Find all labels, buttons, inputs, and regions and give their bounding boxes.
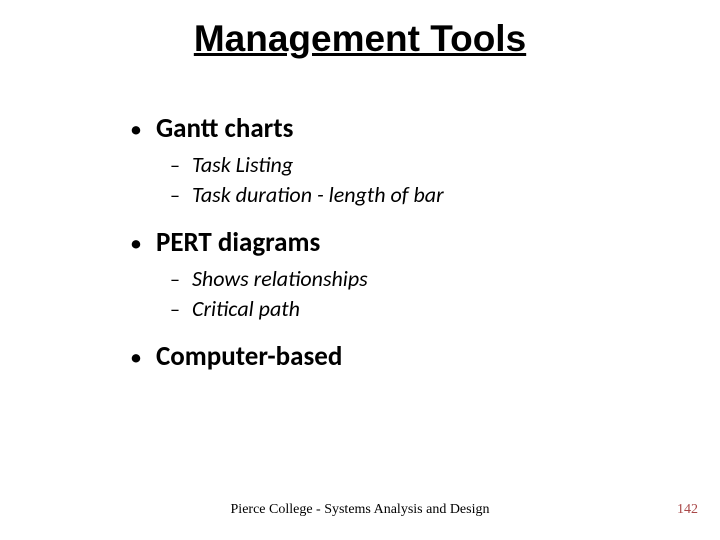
slide-title: Management Tools: [0, 18, 720, 60]
bullet-marker-icon: •: [130, 346, 142, 370]
bullet-label: Computer-based: [156, 340, 342, 373]
sub-bullet-label: Task Listing: [192, 151, 293, 178]
bullet-item: • Gantt charts: [130, 112, 660, 145]
slide-content: • Gantt charts – Task Listing – Task dur…: [0, 112, 720, 373]
sub-bullet-label: Shows relationships: [192, 265, 368, 292]
sub-bullet-label: Critical path: [192, 295, 300, 322]
page-number: 142: [677, 502, 698, 518]
sub-bullet-item: – Task duration - length of bar: [170, 181, 660, 208]
bullet-marker-icon: •: [130, 232, 142, 256]
slide-footer: Pierce College - Systems Analysis and De…: [0, 502, 720, 518]
sub-list: – Shows relationships – Critical path: [130, 265, 660, 322]
dash-marker-icon: –: [170, 270, 180, 290]
sub-bullet-item: – Critical path: [170, 295, 660, 322]
bullet-label: PERT diagrams: [156, 226, 320, 259]
sub-bullet-item: – Shows relationships: [170, 265, 660, 292]
slide-container: Management Tools • Gantt charts – Task L…: [0, 0, 720, 540]
bullet-item: • Computer-based: [130, 340, 660, 373]
bullet-item: • PERT diagrams: [130, 226, 660, 259]
sub-bullet-label: Task duration - length of bar: [192, 181, 444, 208]
bullet-label: Gantt charts: [156, 112, 293, 145]
sub-list: – Task Listing – Task duration - length …: [130, 151, 660, 208]
sub-bullet-item: – Task Listing: [170, 151, 660, 178]
dash-marker-icon: –: [170, 186, 180, 206]
bullet-marker-icon: •: [130, 118, 142, 142]
dash-marker-icon: –: [170, 300, 180, 320]
dash-marker-icon: –: [170, 156, 180, 176]
